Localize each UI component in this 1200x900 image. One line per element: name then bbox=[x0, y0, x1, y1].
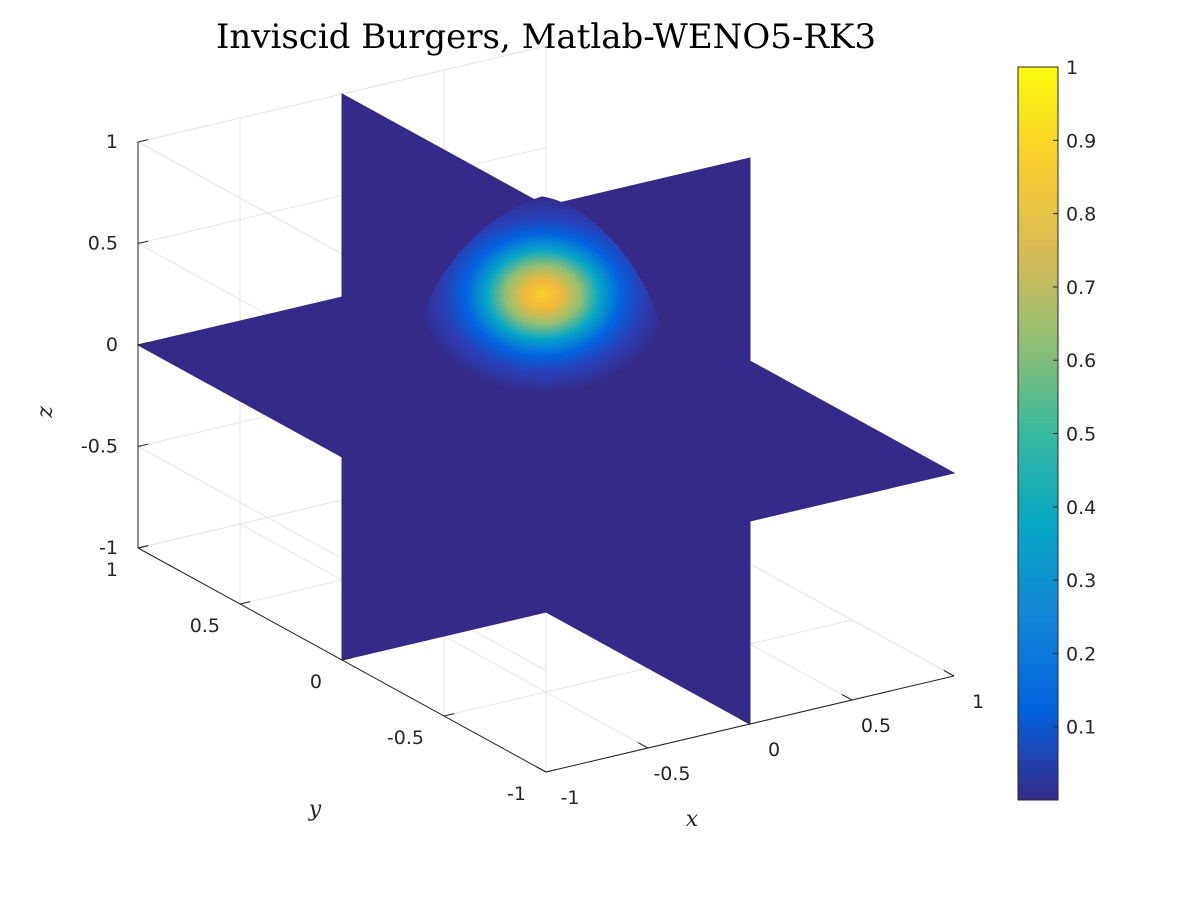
z-axis-label: z bbox=[33, 406, 58, 419]
z-tick-label: -1 bbox=[99, 537, 118, 559]
colorbar-tick-label: 0.7 bbox=[1066, 277, 1096, 299]
colorbar-tick-label: 0.6 bbox=[1066, 350, 1096, 372]
x-tick-label: 0 bbox=[768, 739, 780, 761]
y-tick-mark bbox=[239, 601, 251, 605]
colorbar-tick-label: 0.8 bbox=[1066, 204, 1096, 226]
colorbar-tick-label: 0.5 bbox=[1066, 424, 1096, 446]
y-axis-label: y bbox=[308, 797, 322, 822]
x-tick-mark bbox=[739, 717, 751, 725]
slice-x0-lower bbox=[341, 296, 751, 725]
z-tick-mark bbox=[137, 443, 149, 447]
y-tick-label: -0.5 bbox=[387, 727, 424, 749]
z-tick-label: -0.5 bbox=[81, 436, 118, 458]
x-tick-label: -1 bbox=[561, 787, 580, 809]
z-tick-mark bbox=[137, 139, 149, 143]
x-axis-label: x bbox=[686, 807, 699, 832]
slice-planes bbox=[136, 93, 956, 725]
y-tick-mark bbox=[341, 657, 353, 661]
z-tick-mark bbox=[137, 240, 149, 244]
tick-labels: -1-0.500.51-1-0.500.51-1-0.500.51 bbox=[81, 131, 984, 809]
colorbar: 0.1 0.2 0.3 0.4 0.5 0.6 0.7 0.8 0.9 1 bbox=[1017, 57, 1096, 801]
y-tick-label: 0 bbox=[310, 671, 322, 693]
y-tick-mark bbox=[443, 713, 455, 717]
colorbar-scale bbox=[1017, 66, 1059, 801]
colorbar-ticks: 0.1 0.2 0.3 0.4 0.5 0.6 0.7 0.8 0.9 1 bbox=[1053, 57, 1096, 739]
x-tick-mark bbox=[841, 693, 853, 701]
y-tick-mark bbox=[137, 545, 149, 549]
x-tick-label: -0.5 bbox=[653, 763, 690, 785]
colorbar-tick-label: 0.1 bbox=[1066, 717, 1096, 739]
colorbar-tick-label: 0.2 bbox=[1066, 643, 1096, 665]
y-tick-mark bbox=[545, 769, 557, 773]
z-tick-label: 0.5 bbox=[88, 233, 118, 255]
colorbar-tick-label: 1 bbox=[1066, 57, 1078, 79]
x-tick-label: 1 bbox=[972, 691, 984, 713]
x-tick-label: 0.5 bbox=[861, 715, 891, 737]
x-tick-mark bbox=[535, 765, 547, 773]
y-tick-label: -1 bbox=[507, 783, 526, 805]
x-tick-mark bbox=[637, 741, 649, 749]
y-tick-label: 0.5 bbox=[190, 615, 220, 637]
colorbar-tick-label: 0.9 bbox=[1066, 130, 1096, 152]
y-tick-label: 1 bbox=[106, 559, 118, 581]
z-tick-label: 0 bbox=[106, 334, 118, 356]
x-tick-mark bbox=[943, 669, 955, 677]
colorbar-tick-label: 0.3 bbox=[1066, 570, 1096, 592]
colorbar-tick-label: 0.4 bbox=[1066, 497, 1096, 519]
peak-region bbox=[418, 196, 668, 394]
z-tick-mark bbox=[137, 342, 149, 346]
z-tick-label: 1 bbox=[106, 131, 118, 153]
